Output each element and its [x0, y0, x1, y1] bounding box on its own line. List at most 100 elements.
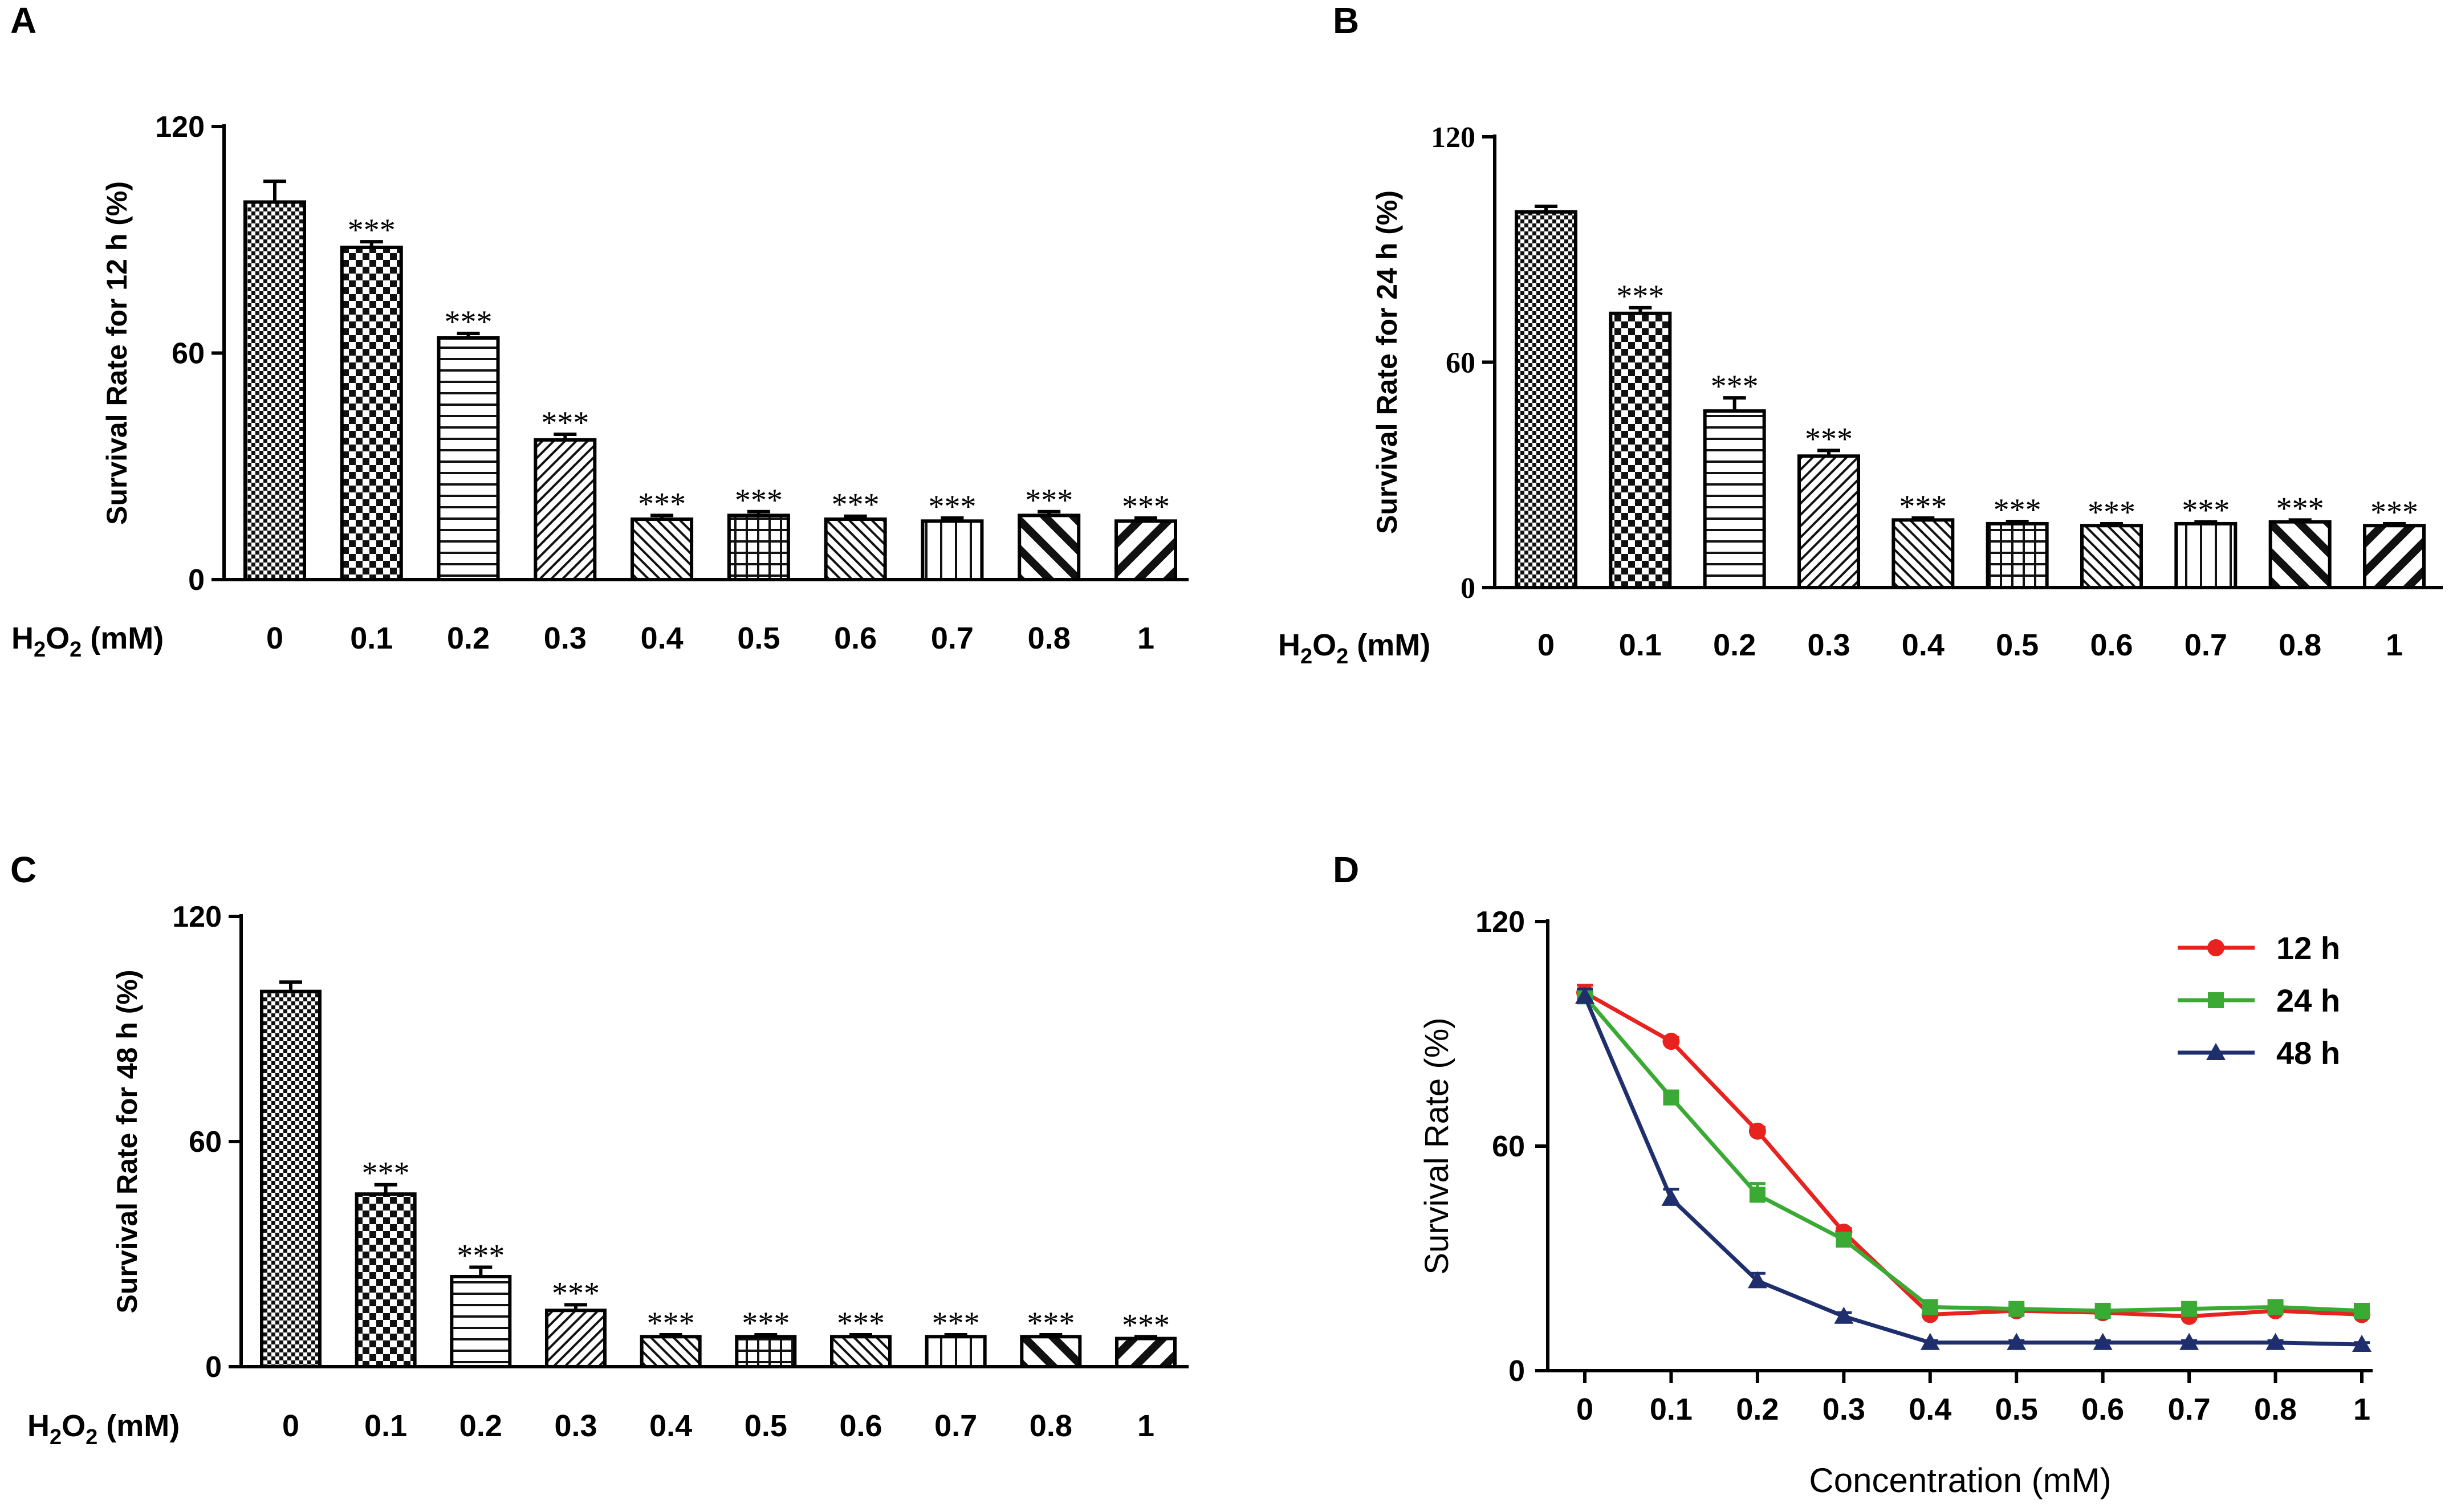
x-axis-title-part: O — [46, 621, 70, 655]
x-axis-title: Concentration (mM) — [1809, 1461, 2111, 1499]
data-point-48h-0.4 — [1920, 1332, 1940, 1350]
data-point-48h-1 — [2352, 1335, 2371, 1352]
x-axis-title-subscript: 2 — [86, 1425, 97, 1449]
x-tick-label-0.4: 0.4 — [641, 621, 684, 655]
significance-0.2: *** — [457, 1238, 505, 1274]
x-tick-label-0.1: 0.1 — [364, 1409, 407, 1443]
series-24h — [1577, 988, 2370, 1319]
significance-0.5: *** — [1994, 492, 2041, 528]
significance-0.4: *** — [647, 1306, 695, 1341]
x-tick-label-0.1: 0.1 — [1650, 1392, 1693, 1427]
x-axis-title: H2O2 (mM) — [1278, 628, 1430, 669]
legend-marker — [2206, 1043, 2226, 1060]
bar-0.8 — [2268, 520, 2332, 589]
x-tick-label-0.5: 0.5 — [745, 1409, 787, 1443]
x-axis-title-part: O — [1312, 628, 1336, 662]
x-tick-label-1: 1 — [2386, 628, 2403, 662]
y-tick-label: 120 — [1475, 906, 1525, 939]
data-point-48h-0.7 — [2179, 1332, 2199, 1350]
x-tick-label-0.7: 0.7 — [2185, 628, 2227, 662]
x-axis-title-subscript: 2 — [50, 1425, 62, 1449]
series-line — [1583, 995, 2362, 1313]
data-point-24h-0.5 — [2008, 1301, 2025, 1317]
x-axis-title-part: H — [1278, 628, 1300, 662]
bar-0 — [1515, 210, 1577, 590]
legend-marker — [2207, 939, 2224, 956]
data-point-24h-1 — [2354, 1302, 2370, 1319]
x-tick-label-1: 1 — [2353, 1392, 2370, 1427]
significance-1: *** — [1122, 1307, 1170, 1343]
significance-0.3: *** — [1805, 421, 1853, 457]
panel-label-b: B — [1333, 0, 1359, 41]
x-tick-label-0.5: 0.5 — [1995, 1392, 2038, 1427]
x-tick-label-0.3: 0.3 — [1807, 628, 1850, 662]
bar-0.2 — [450, 1275, 512, 1368]
bar-0.8 — [1018, 513, 1081, 581]
y-tick-label: 60 — [172, 337, 205, 370]
bar-0.4 — [1891, 518, 1955, 589]
data-point-48h-0 — [1575, 987, 1594, 1004]
x-axis-title-part: (mM) — [82, 621, 164, 655]
x-tick-label-0.4: 0.4 — [1909, 1392, 1951, 1427]
x-axis-title-part: O — [62, 1409, 86, 1443]
data-point-12h-0.1 — [1662, 1033, 1680, 1050]
x-tick-label-0.1: 0.1 — [350, 621, 393, 655]
x-tick-label-0.7: 0.7 — [934, 1409, 977, 1443]
y-tick-label: 60 — [1446, 347, 1475, 380]
x-tick-label-0: 0 — [1537, 628, 1555, 662]
bar-0.5 — [727, 513, 790, 581]
bar-0 — [260, 989, 322, 1368]
panel-b-bar-chart: 0 60 120 Survival Rate for 24 h (%) 0 *** 0.1 *… — [1278, 121, 2443, 669]
bar-0.3 — [534, 438, 597, 581]
x-tick-label-0.2: 0.2 — [459, 1409, 502, 1443]
significance-1: *** — [1122, 489, 1170, 524]
bar-0.4 — [630, 517, 694, 581]
x-tick-label-0.8: 0.8 — [2254, 1392, 2297, 1427]
x-axis-title-subscript: 2 — [1300, 645, 1312, 669]
x-axis-title-subscript: 2 — [34, 638, 46, 662]
bar-0 — [243, 200, 306, 581]
data-point-48h-0.3 — [1834, 1306, 1854, 1324]
y-tick-label: 0 — [1508, 1355, 1525, 1388]
x-tick-label-0.8: 0.8 — [1030, 1409, 1072, 1443]
y-tick-label: 0 — [1461, 572, 1475, 605]
panel-a-bar-chart: 0 60 120 Survival Rate for 12 h (%) 0 *** 0.1 *… — [11, 111, 1189, 662]
y-axis-title: Survival Rate for 24 h (%) — [1371, 190, 1403, 534]
y-axis-title: Survival Rate (%) — [1418, 1017, 1455, 1274]
y-axis-title: Survival Rate for 12 h (%) — [101, 181, 133, 525]
x-axis-title-subscript: 2 — [70, 638, 82, 662]
bar-0.1 — [355, 1192, 417, 1369]
data-point-48h-0.8 — [2265, 1332, 2285, 1350]
y-tick-label: 0 — [188, 564, 205, 597]
significance-0.5: *** — [742, 1306, 790, 1341]
panel-label-d: D — [1333, 849, 1359, 890]
significance-0.3: *** — [541, 405, 589, 441]
series-12h — [1576, 984, 2370, 1325]
significance-0.6: *** — [2088, 495, 2135, 530]
data-point-24h-0.7 — [2181, 1301, 2198, 1317]
legend-label: 24 h — [2276, 983, 2340, 1018]
data-point-24h-0.4 — [1922, 1299, 1938, 1315]
significance-0.7: *** — [2182, 493, 2230, 528]
significance-0.2: *** — [445, 304, 493, 340]
significance-0.1: *** — [362, 1156, 410, 1191]
x-tick-label-0.2: 0.2 — [1713, 628, 1756, 662]
data-point-48h-0.2 — [1747, 1271, 1767, 1289]
x-tick-label-0.6: 0.6 — [2090, 628, 2133, 662]
bar-0.7 — [925, 1335, 987, 1368]
panel-label-c: C — [10, 849, 36, 890]
x-tick-label-0.8: 0.8 — [1028, 621, 1071, 655]
y-tick-label: 120 — [1431, 121, 1475, 154]
bar-0.5 — [735, 1335, 797, 1368]
x-tick-label-0.4: 0.4 — [649, 1409, 692, 1443]
series-line — [1583, 995, 2362, 1347]
significance-0.8: *** — [2276, 491, 2324, 526]
x-axis-title-part: H — [27, 1409, 50, 1443]
bar-1 — [2363, 524, 2426, 589]
x-axis-title-part: (mM) — [1348, 628, 1430, 662]
data-point-24h-0.2 — [1749, 1187, 1766, 1203]
legend-item-48h: 48 h — [2178, 1035, 2340, 1071]
significance-0.4: *** — [1899, 489, 1947, 524]
x-tick-label-0.1: 0.1 — [1619, 628, 1662, 662]
